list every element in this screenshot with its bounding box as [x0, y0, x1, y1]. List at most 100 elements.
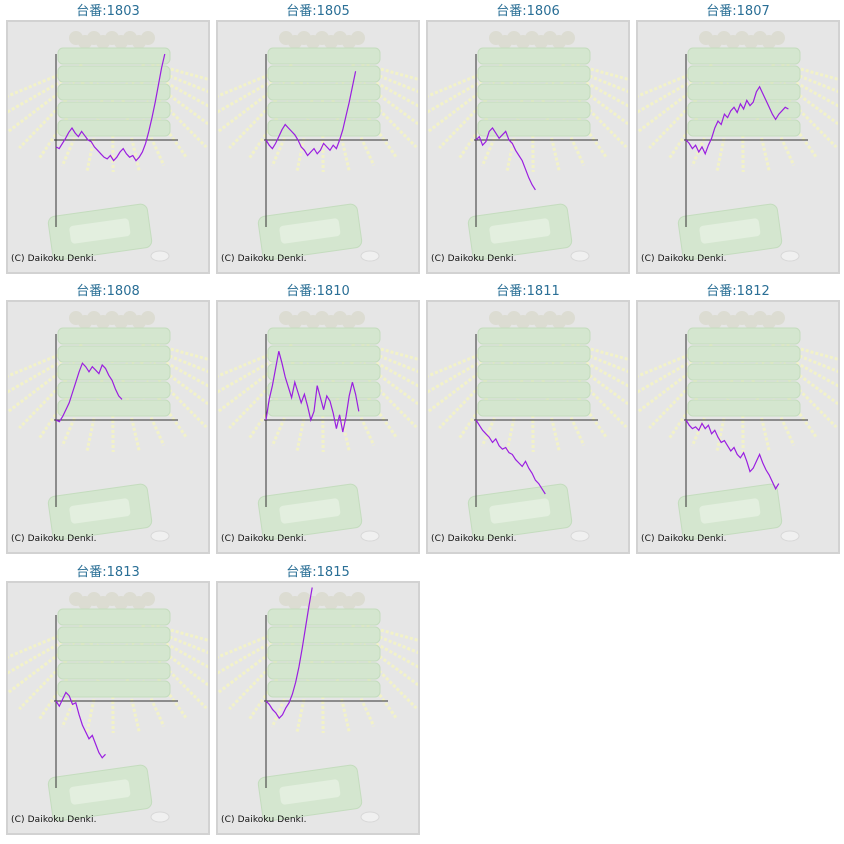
box-decoration — [687, 363, 801, 381]
tray-inner-decoration — [489, 498, 551, 524]
data-line — [685, 85, 789, 156]
chart-card: 台番:1803 (C) Daikoku Denki. — [6, 0, 210, 274]
box-decoration — [687, 327, 801, 345]
chart-card: 台番:1812 (C) Daikoku Denki. — [636, 280, 840, 554]
chart-svg — [638, 31, 838, 262]
box-decoration — [477, 363, 591, 381]
chart-svg — [8, 31, 208, 262]
box-decoration — [57, 345, 171, 363]
data-line — [475, 127, 536, 191]
chart-svg — [428, 311, 628, 542]
tray-inner-decoration — [489, 218, 551, 244]
ball-decoration — [351, 592, 365, 606]
chart-svg — [8, 592, 208, 823]
ball-decoration — [561, 31, 575, 45]
background-art — [428, 31, 628, 262]
tray-inner-decoration — [69, 218, 131, 244]
data-line — [475, 419, 546, 495]
tray-inner-decoration — [69, 498, 131, 524]
box-decoration — [57, 65, 171, 83]
box-decoration — [57, 608, 171, 626]
box-decoration — [477, 65, 591, 83]
box-decoration — [687, 119, 801, 137]
box-decoration — [57, 363, 171, 381]
box-decoration — [267, 65, 381, 83]
data-line — [265, 351, 360, 433]
chart-title[interactable]: 台番:1806 — [496, 4, 560, 19]
background-art — [8, 311, 208, 542]
box-decoration — [57, 83, 171, 101]
chart-panel: (C) Daikoku Denki. — [636, 20, 840, 274]
ball-decoration — [771, 31, 785, 45]
chart-title[interactable]: 台番:1807 — [706, 4, 770, 19]
chart-svg — [428, 31, 628, 262]
box-decoration — [57, 644, 171, 662]
chart-panel: (C) Daikoku Denki. — [6, 20, 210, 274]
chart-title[interactable]: 台番:1812 — [706, 284, 770, 299]
chart-card: 台番:1811 (C) Daikoku Denki. — [426, 280, 630, 554]
chart-svg — [218, 31, 418, 262]
tray-inner-decoration — [279, 218, 341, 244]
box-decoration — [57, 381, 171, 399]
chart-svg — [638, 311, 838, 542]
copyright-text: (C) Daikoku Denki. — [431, 534, 517, 544]
box-decoration — [687, 399, 801, 417]
data-line — [265, 587, 313, 720]
chart-panel: (C) Daikoku Denki. — [6, 300, 210, 554]
data-line — [55, 362, 123, 423]
box-decoration — [687, 83, 801, 101]
chart-title[interactable]: 台番:1815 — [286, 565, 350, 580]
box-decoration — [57, 680, 171, 698]
tray-inner-decoration — [699, 498, 761, 524]
chart-svg — [218, 587, 418, 823]
chart-title[interactable]: 台番:1805 — [286, 4, 350, 19]
box-decoration — [267, 47, 381, 65]
box-decoration — [477, 47, 591, 65]
chart-card: 台番:1805 (C) Daikoku Denki. — [216, 0, 420, 274]
chart-card: 台番:1815 (C) Daikoku Denki. — [216, 561, 420, 835]
chart-svg — [218, 311, 418, 542]
background-art — [218, 592, 418, 823]
box-decoration — [267, 626, 381, 644]
box-decoration — [267, 345, 381, 363]
chart-title[interactable]: 台番:1803 — [76, 4, 140, 19]
box-decoration — [477, 83, 591, 101]
chart-title[interactable]: 台番:1811 — [496, 284, 560, 299]
chart-panel: (C) Daikoku Denki. — [216, 20, 420, 274]
disc-decoration — [570, 530, 590, 542]
copyright-text: (C) Daikoku Denki. — [221, 815, 307, 825]
disc-decoration — [360, 530, 380, 542]
copyright-text: (C) Daikoku Denki. — [11, 254, 97, 264]
box-decoration — [57, 101, 171, 119]
box-decoration — [267, 680, 381, 698]
box-decoration — [477, 399, 591, 417]
box-decoration — [57, 327, 171, 345]
ball-decoration — [351, 31, 365, 45]
disc-decoration — [780, 530, 800, 542]
chart-panel: (C) Daikoku Denki. — [636, 300, 840, 554]
box-decoration — [687, 345, 801, 363]
chart-title[interactable]: 台番:1813 — [76, 565, 140, 580]
data-line — [265, 71, 357, 157]
disc-decoration — [150, 811, 170, 823]
box-decoration — [267, 363, 381, 381]
chart-card: 台番:1806 (C) Daikoku Denki. — [426, 0, 630, 274]
data-line — [55, 691, 106, 759]
disc-decoration — [150, 250, 170, 262]
box-decoration — [57, 662, 171, 680]
background-art — [428, 311, 628, 542]
chart-title[interactable]: 台番:1810 — [286, 284, 350, 299]
disc-decoration — [150, 530, 170, 542]
chart-panel: (C) Daikoku Denki. — [426, 20, 630, 274]
box-decoration — [267, 662, 381, 680]
ball-decoration — [141, 592, 155, 606]
chart-card: 台番:1807 (C) Daikoku Denki. — [636, 0, 840, 274]
copyright-text: (C) Daikoku Denki. — [641, 254, 727, 264]
chart-card: 台番:1810 (C) Daikoku Denki. — [216, 280, 420, 554]
disc-decoration — [360, 811, 380, 823]
chart-title[interactable]: 台番:1808 — [76, 284, 140, 299]
box-decoration — [267, 381, 381, 399]
box-decoration — [57, 47, 171, 65]
box-decoration — [267, 644, 381, 662]
chart-panel: (C) Daikoku Denki. — [216, 581, 420, 835]
